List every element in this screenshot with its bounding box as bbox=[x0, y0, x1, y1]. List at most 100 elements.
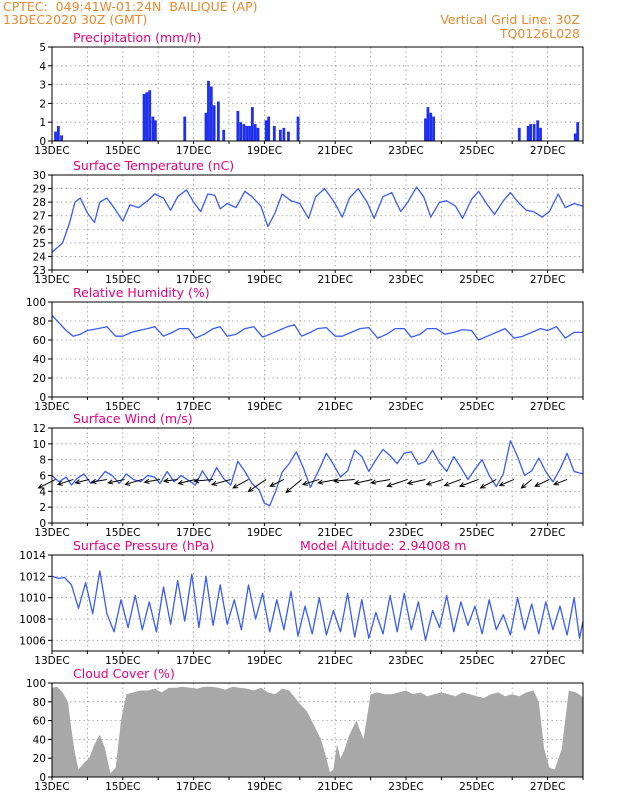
wind-ytick-label: 8 bbox=[39, 455, 46, 467]
precip-bar bbox=[148, 90, 152, 141]
cloud-ytick-label: 40 bbox=[33, 734, 46, 746]
precip-bar bbox=[250, 107, 254, 141]
pressure-xtick-label: 17DEC bbox=[176, 655, 211, 667]
wind-arrowhead bbox=[458, 482, 465, 488]
wind-vector-arrow bbox=[371, 478, 391, 484]
wind-vector-arrow bbox=[534, 479, 550, 487]
pressure-xtick-label: 27DEC bbox=[530, 655, 565, 667]
wind-vector-arrow bbox=[38, 479, 56, 489]
temperature-xtick-label: 19DEC bbox=[247, 274, 282, 286]
temperature-ytick-label: 30 bbox=[33, 170, 46, 182]
precip-bar bbox=[204, 112, 208, 141]
cloud-ytick-label: 20 bbox=[33, 753, 46, 765]
precip-bar bbox=[209, 86, 213, 141]
pressure-ytick-label: 1012 bbox=[19, 571, 46, 583]
wind-vector-arrow bbox=[334, 478, 355, 482]
precip-bar bbox=[60, 135, 63, 141]
pressure-ytick-label: 1008 bbox=[19, 614, 46, 626]
forecast-datetime: 13DEC2020 30Z (GMT) bbox=[3, 12, 148, 27]
wind-vector-arrow bbox=[194, 478, 214, 482]
wind-arrowhead bbox=[386, 482, 393, 488]
precipitation-xtick-label: 25DEC bbox=[459, 145, 494, 157]
temperature-ytick-label: 24 bbox=[33, 251, 47, 263]
humidity-frame bbox=[51, 301, 584, 398]
precip-bar bbox=[432, 116, 436, 141]
precip-bar bbox=[239, 122, 243, 141]
temperature-xtick-label: 21DEC bbox=[317, 274, 352, 286]
cloud-xtick-label: 25DEC bbox=[459, 781, 494, 793]
temperature-xtick-label: 13DEC bbox=[34, 274, 69, 286]
humidity-ytick-label: 60 bbox=[33, 335, 46, 347]
wind-vector-arrow bbox=[164, 478, 178, 482]
pressure-xtick-label: 15DEC bbox=[105, 655, 140, 667]
precip-bar bbox=[264, 120, 268, 141]
precip-bar bbox=[287, 131, 290, 141]
wind-vector-arrow bbox=[57, 478, 74, 486]
cloud-ytick-label: 0 bbox=[39, 772, 46, 784]
wind-arrowhead bbox=[193, 478, 200, 484]
humidity-ytick-label: 80 bbox=[33, 316, 46, 328]
wind-arrowhead bbox=[210, 480, 218, 486]
wind-arrowhead bbox=[107, 479, 114, 485]
wind-arrowhead bbox=[162, 478, 169, 484]
temperature-frame bbox=[51, 174, 584, 271]
wind-vector-arrow bbox=[285, 479, 302, 493]
wind-vector-arrow bbox=[459, 478, 479, 487]
wind-vector-arrow bbox=[144, 478, 161, 483]
cloud-frame bbox=[51, 682, 584, 778]
precip-bar bbox=[245, 125, 249, 141]
cloud-xtick-label: 23DEC bbox=[388, 781, 423, 793]
humidity-series-line bbox=[51, 314, 583, 341]
precipitation-xtick-label: 19DEC bbox=[247, 145, 282, 157]
cloud-xtick-label: 13DEC bbox=[34, 781, 69, 793]
wind-ytick-label: 6 bbox=[39, 471, 46, 483]
wind-ytick-label: 2 bbox=[39, 502, 46, 514]
cloud-ytick-label: 100 bbox=[26, 678, 46, 690]
humidity-xtick-label: 27DEC bbox=[530, 401, 565, 413]
wind-ytick-label: 12 bbox=[33, 423, 46, 435]
temperature-xtick-label: 15DEC bbox=[105, 274, 140, 286]
wind-ytick-label: 4 bbox=[39, 486, 46, 498]
precipitation-ytick-label: 0 bbox=[39, 136, 46, 148]
precip-bar bbox=[282, 127, 286, 141]
pressure-title: Surface Pressure (hPa) bbox=[73, 538, 214, 553]
cloud-cover-area bbox=[52, 686, 583, 777]
precip-bar bbox=[532, 124, 536, 141]
wind-arrowhead bbox=[406, 480, 413, 486]
wind-arrowhead bbox=[74, 479, 81, 485]
humidity-ytick-label: 100 bbox=[26, 297, 46, 309]
wind-vector-arrow bbox=[387, 478, 408, 487]
pressure-series-line bbox=[51, 570, 584, 641]
wind-arrowhead bbox=[425, 480, 432, 486]
wind-xtick-label: 19DEC bbox=[247, 527, 282, 539]
wind-vector-arrow bbox=[248, 479, 267, 492]
wind-vector-arrow bbox=[232, 479, 249, 489]
precip-bar bbox=[142, 94, 146, 141]
wind-vector-arrow bbox=[91, 478, 107, 483]
wind-vector-arrow bbox=[125, 478, 143, 486]
precip-bar bbox=[272, 125, 276, 141]
wind-arrowhead bbox=[269, 481, 276, 487]
temperature-xtick-label: 25DEC bbox=[459, 274, 494, 286]
precip-bar bbox=[573, 133, 577, 141]
precipitation-xtick-label: 23DEC bbox=[388, 145, 423, 157]
humidity-xtick-label: 19DEC bbox=[247, 401, 282, 413]
precipitation-ytick-label: 4 bbox=[39, 61, 46, 73]
wind-arrowhead bbox=[143, 478, 150, 485]
wind-vector-arrow bbox=[499, 478, 515, 487]
humidity-xtick-label: 17DEC bbox=[176, 401, 211, 413]
wind-arrowhead bbox=[353, 480, 360, 486]
wind-arrowhead bbox=[56, 480, 63, 486]
humidity-xtick-label: 25DEC bbox=[459, 401, 494, 413]
precip-bar bbox=[256, 127, 260, 141]
wind-vector-arrow bbox=[444, 478, 462, 487]
wind-arrowhead bbox=[90, 478, 97, 485]
wind-xtick-label: 27DEC bbox=[530, 527, 565, 539]
precip-bar bbox=[529, 124, 533, 141]
precip-bar bbox=[248, 125, 251, 141]
humidity-xtick-label: 23DEC bbox=[388, 401, 423, 413]
temperature-xtick-label: 27DEC bbox=[530, 274, 565, 286]
cloud-ytick-label: 60 bbox=[33, 716, 46, 728]
wind-vector-arrow bbox=[270, 479, 285, 487]
pressure-ytick-label: 1010 bbox=[19, 593, 46, 605]
